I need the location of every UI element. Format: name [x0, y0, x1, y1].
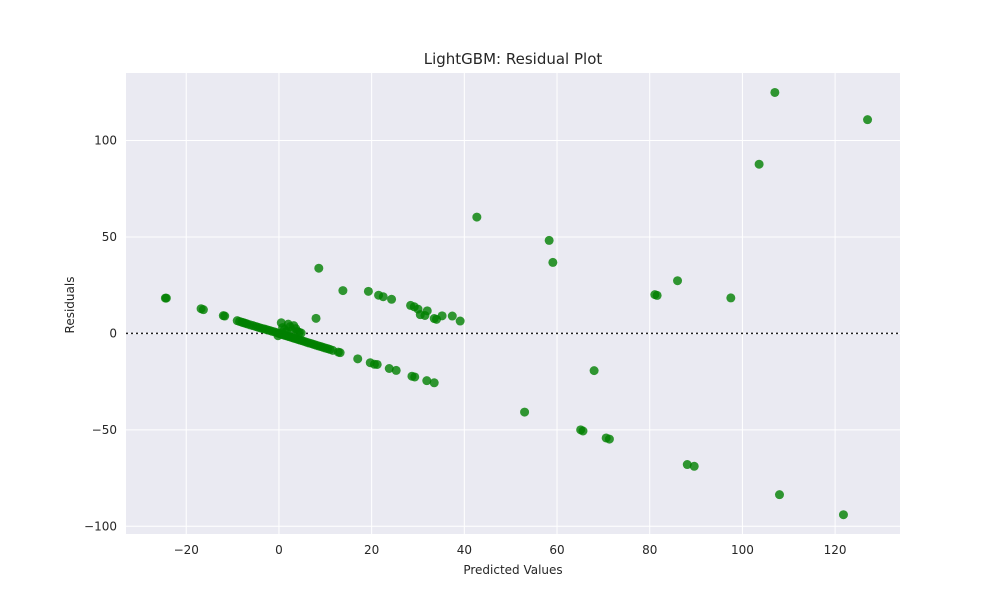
scatter-point	[314, 263, 324, 273]
y-axis-label: Residuals	[63, 277, 77, 334]
scatter-point	[578, 426, 588, 436]
x-tick-label: 20	[364, 543, 379, 557]
scatter-point	[387, 294, 397, 304]
scatter-point	[429, 378, 439, 388]
scatter-point	[338, 286, 348, 296]
x-tick-label: 80	[642, 543, 657, 557]
data-points	[160, 87, 873, 520]
scatter-point	[472, 212, 482, 222]
x-tick-labels: −20 0 20 40 60 80 100 120	[174, 543, 847, 557]
scatter-point	[353, 354, 363, 364]
scatter-point	[363, 286, 373, 296]
scatter-point	[863, 115, 873, 125]
scatter-point	[673, 276, 683, 286]
scatter-point	[410, 372, 420, 382]
x-tick-label: 40	[457, 543, 472, 557]
scatter-point	[447, 311, 457, 321]
y-tick-label: −100	[84, 519, 117, 533]
scatter-point	[422, 376, 432, 386]
grid-lines	[126, 73, 900, 534]
y-tick-label: 0	[109, 326, 117, 340]
scatter-point	[422, 306, 432, 316]
scatter-point	[544, 235, 554, 245]
scatter-point	[652, 290, 662, 300]
scatter-point	[384, 364, 394, 374]
y-tick-label: 100	[94, 134, 117, 148]
scatter-point	[335, 348, 345, 358]
scatter-point	[689, 461, 699, 471]
x-axis-label: Predicted Values	[463, 563, 562, 577]
x-tick-label: 100	[731, 543, 754, 557]
scatter-point	[378, 292, 388, 302]
scatter-point	[589, 366, 599, 376]
scatter-point	[198, 305, 208, 315]
scatter-point	[391, 365, 401, 375]
scatter-point	[273, 331, 283, 341]
x-tick-label: 120	[824, 543, 847, 557]
scatter-point	[682, 460, 692, 470]
scatter-point	[311, 313, 321, 323]
scatter-point	[548, 257, 558, 267]
x-tick-label: 60	[549, 543, 564, 557]
scatter-point	[754, 159, 764, 169]
scatter-point	[455, 316, 465, 326]
y-tick-labels: −100 −50 0 50 100	[84, 134, 117, 534]
scatter-point	[770, 87, 780, 97]
x-tick-label: −20	[174, 543, 199, 557]
scatter-point	[774, 490, 784, 500]
plot-area	[126, 73, 900, 534]
scatter-point	[437, 311, 447, 321]
scatter-point	[838, 510, 848, 520]
y-tick-label: 50	[102, 230, 117, 244]
scatter-point	[604, 434, 614, 444]
chart-title: LightGBM: Residual Plot	[424, 50, 603, 68]
scatter-point	[726, 293, 736, 303]
y-tick-label: −50	[92, 423, 117, 437]
scatter-point	[220, 311, 230, 321]
scatter-point	[296, 328, 306, 338]
scatter-point	[161, 293, 171, 303]
x-tick-label: 0	[275, 543, 283, 557]
scatter-point	[520, 407, 530, 417]
scatter-point	[372, 359, 382, 369]
